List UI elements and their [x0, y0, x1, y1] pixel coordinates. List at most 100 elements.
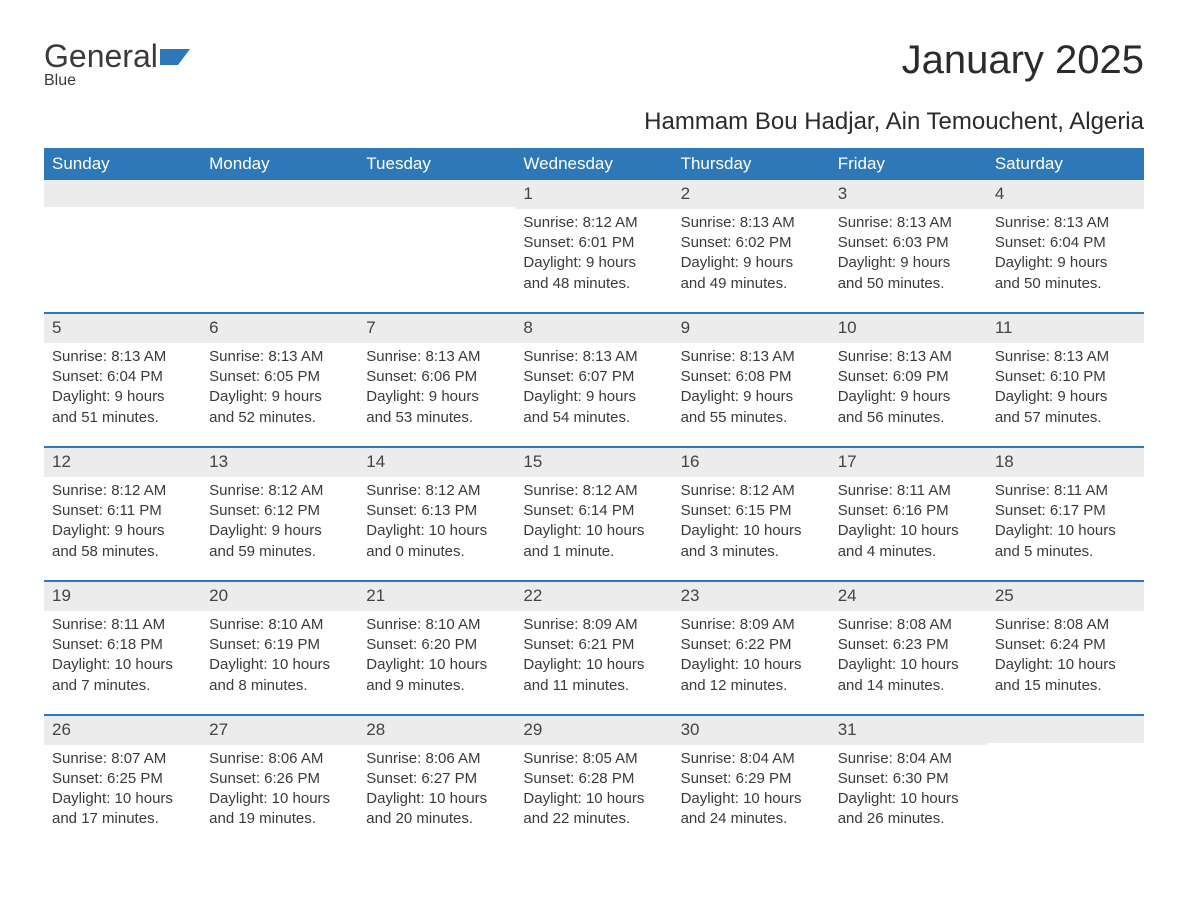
- sunset-text: Sunset: 6:08 PM: [681, 367, 822, 387]
- page-title: January 2025: [902, 40, 1144, 80]
- day-details: Sunrise: 8:12 AMSunset: 6:15 PMDaylight:…: [673, 477, 830, 580]
- sunset-text: Sunset: 6:19 PM: [209, 635, 350, 655]
- sunrise-text: Sunrise: 8:06 AM: [209, 749, 350, 769]
- day-number: 24: [830, 582, 987, 611]
- daylight-line2: and 50 minutes.: [838, 274, 979, 294]
- daylight-line2: and 53 minutes.: [366, 408, 507, 428]
- day-details: Sunrise: 8:13 AMSunset: 6:05 PMDaylight:…: [201, 343, 358, 446]
- day-details: Sunrise: 8:06 AMSunset: 6:26 PMDaylight:…: [201, 745, 358, 848]
- calendar-day: 7Sunrise: 8:13 AMSunset: 6:06 PMDaylight…: [358, 314, 515, 446]
- day-details: Sunrise: 8:12 AMSunset: 6:14 PMDaylight:…: [515, 477, 672, 580]
- daylight-line2: and 24 minutes.: [681, 809, 822, 829]
- day-details: Sunrise: 8:13 AMSunset: 6:04 PMDaylight:…: [987, 209, 1144, 312]
- daylight-line2: and 51 minutes.: [52, 408, 193, 428]
- sunrise-text: Sunrise: 8:06 AM: [366, 749, 507, 769]
- daylight-line2: and 48 minutes.: [523, 274, 664, 294]
- sunrise-text: Sunrise: 8:13 AM: [523, 347, 664, 367]
- sunset-text: Sunset: 6:28 PM: [523, 769, 664, 789]
- daylight-line1: Daylight: 9 hours: [995, 253, 1136, 273]
- day-details: Sunrise: 8:13 AMSunset: 6:04 PMDaylight:…: [44, 343, 201, 446]
- daylight-line2: and 3 minutes.: [681, 542, 822, 562]
- sunset-text: Sunset: 6:04 PM: [52, 367, 193, 387]
- day-number: 19: [44, 582, 201, 611]
- sunrise-text: Sunrise: 8:04 AM: [681, 749, 822, 769]
- day-number: 23: [673, 582, 830, 611]
- sunset-text: Sunset: 6:01 PM: [523, 233, 664, 253]
- sunrise-text: Sunrise: 8:12 AM: [681, 481, 822, 501]
- calendar-day: 19Sunrise: 8:11 AMSunset: 6:18 PMDayligh…: [44, 582, 201, 714]
- daylight-line1: Daylight: 10 hours: [681, 789, 822, 809]
- calendar-header-row: Sunday Monday Tuesday Wednesday Thursday…: [44, 148, 1144, 180]
- day-number: [358, 180, 515, 207]
- daylight-line1: Daylight: 10 hours: [52, 789, 193, 809]
- sunrise-text: Sunrise: 8:08 AM: [838, 615, 979, 635]
- logo-word-2: Blue: [44, 72, 192, 90]
- day-number: 22: [515, 582, 672, 611]
- sunrise-text: Sunrise: 8:13 AM: [52, 347, 193, 367]
- daylight-line1: Daylight: 9 hours: [523, 387, 664, 407]
- sunset-text: Sunset: 6:12 PM: [209, 501, 350, 521]
- daylight-line2: and 15 minutes.: [995, 676, 1136, 696]
- sunset-text: Sunset: 6:07 PM: [523, 367, 664, 387]
- sunset-text: Sunset: 6:10 PM: [995, 367, 1136, 387]
- sunrise-text: Sunrise: 8:11 AM: [52, 615, 193, 635]
- daylight-line1: Daylight: 10 hours: [209, 789, 350, 809]
- daylight-line1: Daylight: 9 hours: [52, 521, 193, 541]
- daylight-line2: and 12 minutes.: [681, 676, 822, 696]
- day-details: Sunrise: 8:13 AMSunset: 6:09 PMDaylight:…: [830, 343, 987, 446]
- calendar-day: 13Sunrise: 8:12 AMSunset: 6:12 PMDayligh…: [201, 448, 358, 580]
- daylight-line2: and 59 minutes.: [209, 542, 350, 562]
- calendar-day: 21Sunrise: 8:10 AMSunset: 6:20 PMDayligh…: [358, 582, 515, 714]
- day-number: 20: [201, 582, 358, 611]
- sunset-text: Sunset: 6:26 PM: [209, 769, 350, 789]
- day-details: Sunrise: 8:04 AMSunset: 6:29 PMDaylight:…: [673, 745, 830, 848]
- daylight-line2: and 19 minutes.: [209, 809, 350, 829]
- calendar-day: 8 Sunrise: 8:13 AMSunset: 6:07 PMDaylight…: [515, 314, 672, 446]
- day-number: 31: [830, 716, 987, 745]
- calendar-day: [987, 716, 1144, 848]
- day-details: Sunrise: 8:04 AMSunset: 6:30 PMDaylight:…: [830, 745, 987, 848]
- calendar-day: 2Sunrise: 8:13 AMSunset: 6:02 PMDaylight…: [673, 180, 830, 312]
- logo: General Blue: [44, 40, 192, 90]
- day-number: 14: [358, 448, 515, 477]
- calendar-day: 3Sunrise: 8:13 AMSunset: 6:03 PMDaylight…: [830, 180, 987, 312]
- daylight-line2: and 54 minutes.: [523, 408, 664, 428]
- day-number: 13: [201, 448, 358, 477]
- calendar-week: 5Sunrise: 8:13 AMSunset: 6:04 PMDaylight…: [44, 312, 1144, 446]
- sunrise-text: Sunrise: 8:13 AM: [681, 213, 822, 233]
- sunrise-text: Sunrise: 8:12 AM: [366, 481, 507, 501]
- daylight-line2: and 11 minutes.: [523, 676, 664, 696]
- day-details: Sunrise: 8:08 AMSunset: 6:24 PMDaylight:…: [987, 611, 1144, 714]
- sunrise-text: Sunrise: 8:09 AM: [523, 615, 664, 635]
- day-number: 8: [515, 314, 672, 343]
- day-number: 4: [987, 180, 1144, 209]
- sunrise-text: Sunrise: 8:07 AM: [52, 749, 193, 769]
- calendar-day: 5Sunrise: 8:13 AMSunset: 6:04 PMDaylight…: [44, 314, 201, 446]
- daylight-line1: Daylight: 10 hours: [366, 789, 507, 809]
- day-details: Sunrise: 8:13 AMSunset: 6:03 PMDaylight:…: [830, 209, 987, 312]
- daylight-line2: and 56 minutes.: [838, 408, 979, 428]
- calendar-week: 12Sunrise: 8:12 AMSunset: 6:11 PMDayligh…: [44, 446, 1144, 580]
- day-number: 3: [830, 180, 987, 209]
- sunrise-text: Sunrise: 8:09 AM: [681, 615, 822, 635]
- sunset-text: Sunset: 6:14 PM: [523, 501, 664, 521]
- calendar-day: 15Sunrise: 8:12 AMSunset: 6:14 PMDayligh…: [515, 448, 672, 580]
- daylight-line2: and 17 minutes.: [52, 809, 193, 829]
- sunset-text: Sunset: 6:15 PM: [681, 501, 822, 521]
- day-details: Sunrise: 8:13 AMSunset: 6:02 PMDaylight:…: [673, 209, 830, 312]
- day-number: 15: [515, 448, 672, 477]
- daylight-line1: Daylight: 10 hours: [838, 789, 979, 809]
- sunrise-text: Sunrise: 8:04 AM: [838, 749, 979, 769]
- calendar-day: 6Sunrise: 8:13 AMSunset: 6:05 PMDaylight…: [201, 314, 358, 446]
- sunset-text: Sunset: 6:09 PM: [838, 367, 979, 387]
- sunrise-text: Sunrise: 8:05 AM: [523, 749, 664, 769]
- day-details: Sunrise: 8:11 AMSunset: 6:18 PMDaylight:…: [44, 611, 201, 714]
- daylight-line1: Daylight: 10 hours: [366, 521, 507, 541]
- calendar-day: 20Sunrise: 8:10 AMSunset: 6:19 PMDayligh…: [201, 582, 358, 714]
- calendar-week: 19Sunrise: 8:11 AMSunset: 6:18 PMDayligh…: [44, 580, 1144, 714]
- sunset-text: Sunset: 6:24 PM: [995, 635, 1136, 655]
- day-number: [201, 180, 358, 207]
- day-number: 18: [987, 448, 1144, 477]
- day-details: Sunrise: 8:10 AMSunset: 6:20 PMDaylight:…: [358, 611, 515, 714]
- dayhead-wed: Wednesday: [515, 148, 672, 180]
